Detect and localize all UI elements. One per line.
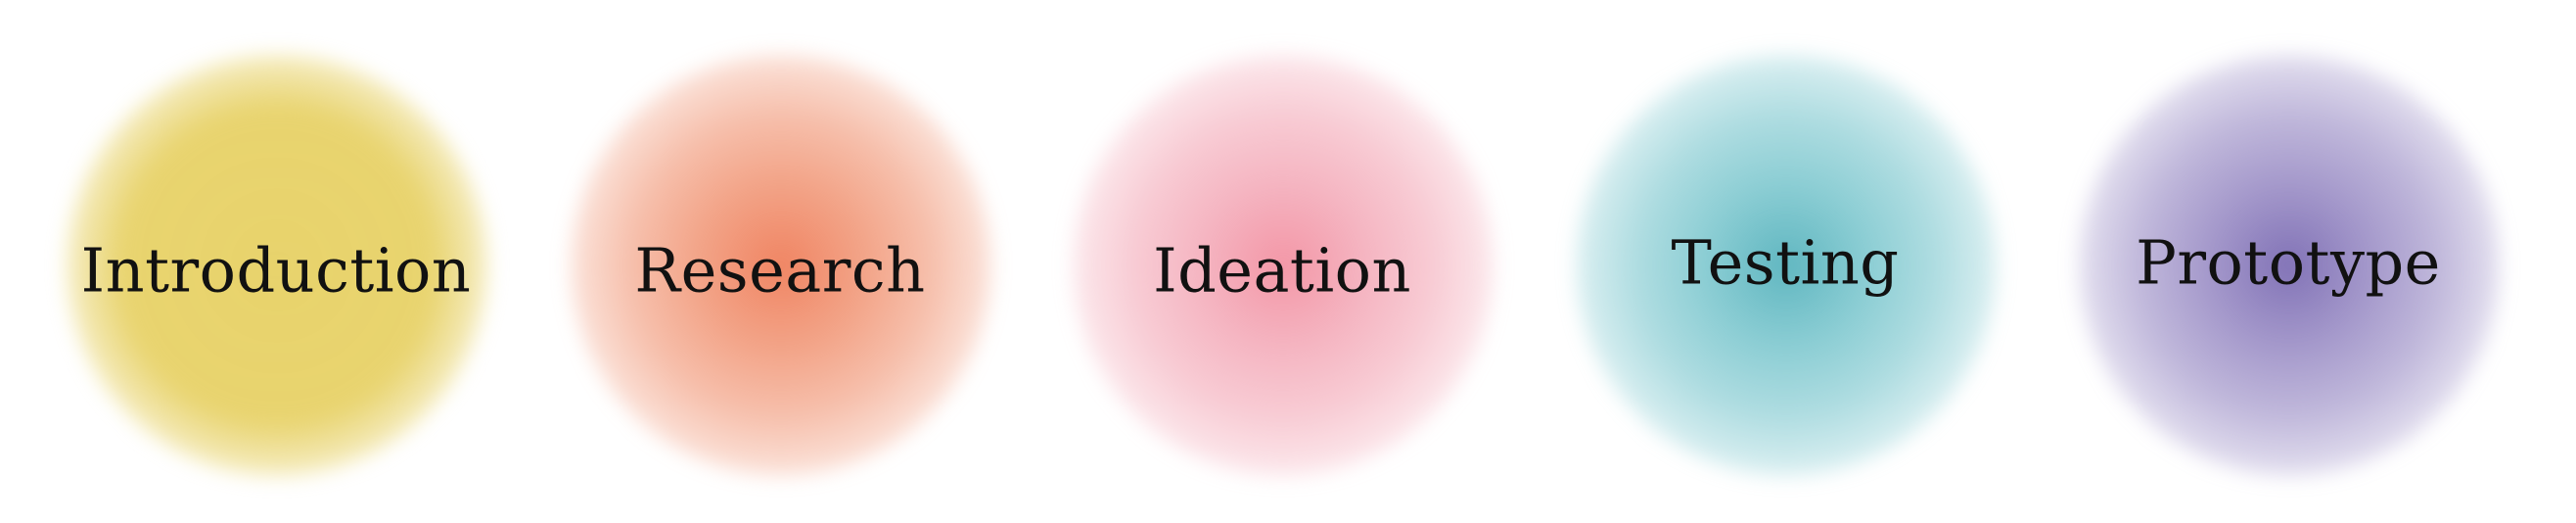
stage-label-testing: Testing bbox=[1671, 226, 1900, 299]
stage-label-prototype: Prototype bbox=[2136, 226, 2441, 299]
stage-circle-ideation bbox=[1073, 55, 1494, 476]
stage-label-introduction: Introduction bbox=[80, 234, 472, 307]
stage-circle-research bbox=[571, 55, 991, 476]
stage-circle-testing bbox=[1576, 55, 1997, 476]
stage-circle-introduction bbox=[67, 55, 487, 476]
stage-label-research: Research bbox=[634, 234, 926, 307]
stage-circle-prototype bbox=[2079, 55, 2500, 476]
stage-label-ideation: Ideation bbox=[1153, 234, 1411, 307]
